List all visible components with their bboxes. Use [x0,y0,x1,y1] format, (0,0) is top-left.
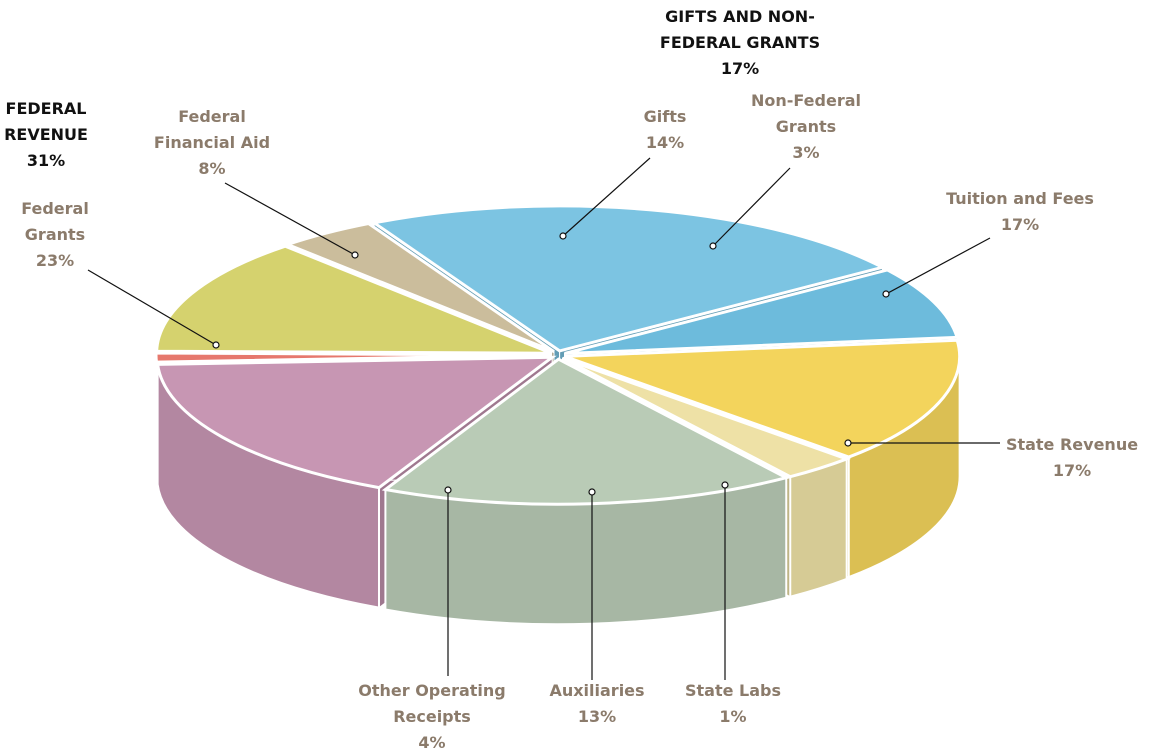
slice-wall [790,459,846,597]
slice-name: Federal Financial Aid [137,104,287,156]
slice-name: Federal Grants [0,196,110,248]
slice-value: 23% [0,248,110,274]
leader-line [886,238,990,294]
group-value: 17% [640,56,840,82]
slice-name: Non-Federal Grants [741,88,871,140]
slice-name: State Labs [673,678,793,704]
slice-name: State Revenue [992,432,1152,458]
leader-dot [589,489,595,495]
slice-value: 8% [137,156,287,182]
slice-value: 14% [605,130,725,156]
slice-value: 17% [992,458,1152,484]
slice-value: 17% [930,212,1110,238]
group-value: 31% [0,148,101,174]
slice-name: Tuition and Fees [930,186,1110,212]
slice-value: 4% [347,730,517,756]
slice-value: 1% [673,704,793,730]
slice-name: Other Operating Receipts [347,678,517,730]
group-name: GIFTS AND NON-FEDERAL GRANTS [640,4,840,56]
slice-name: Auxiliaries [537,678,657,704]
leader-dot [352,252,358,258]
slice-name: Gifts [605,104,725,130]
leader-dot [883,291,889,297]
leader-dot [710,243,716,249]
leader-dot [560,233,566,239]
leader-dot [845,440,851,446]
leader-dot [213,342,219,348]
leader-dot [722,482,728,488]
slice-value: 3% [741,140,871,166]
leader-dot [445,487,451,493]
group-name: FEDERAL REVENUE [0,96,101,148]
slice-value: 13% [537,704,657,730]
